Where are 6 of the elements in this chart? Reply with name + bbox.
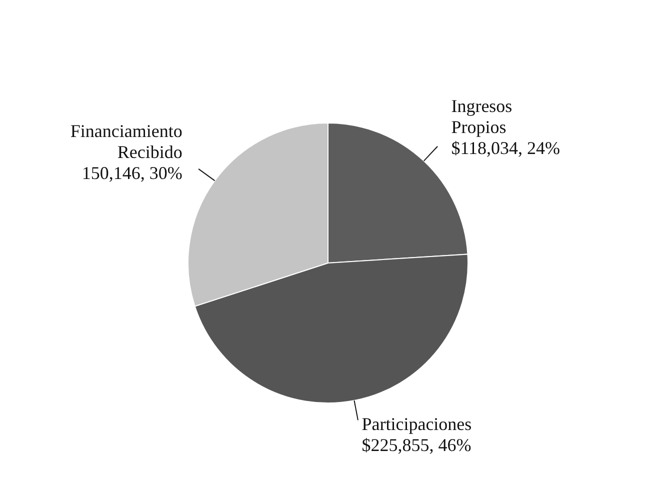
data-label: $118,034, 24% — [451, 138, 560, 158]
slice-label: Financiamiento Recibido — [70, 121, 182, 162]
slice-label: Ingresos Propios — [451, 96, 512, 137]
slice-label: Participaciones — [362, 414, 472, 434]
data-label: $225,855, 46% — [362, 434, 472, 455]
data-label: 150,146, 30% — [82, 163, 182, 184]
